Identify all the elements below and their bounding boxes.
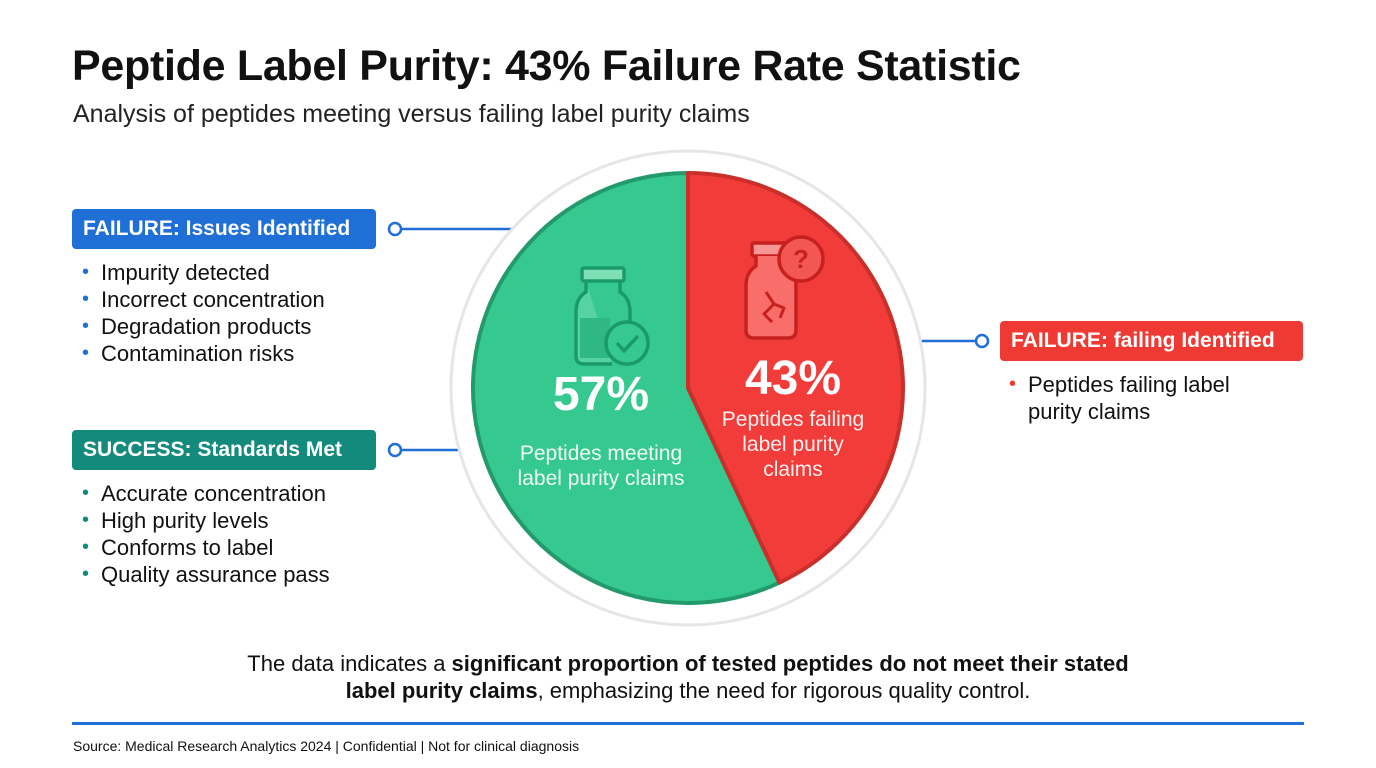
- conclusion-bold1: significant proportion of tested peptide…: [451, 651, 1129, 676]
- slice-category-label: Peptides failing: [722, 408, 864, 431]
- conclusion-part1: The data indicates a: [247, 651, 452, 676]
- slice-category-label: Peptides meeting: [520, 442, 682, 465]
- slice-value-label: 57%: [553, 368, 649, 421]
- conclusion-bold2: label purity claims: [345, 678, 538, 703]
- page-subtitle: Analysis of peptides meeting versus fail…: [73, 100, 750, 128]
- failure-issues-list: Impurity detected Incorrect concentratio…: [73, 259, 325, 367]
- pie-slice-meeting: [471, 171, 782, 605]
- conclusion-part2: , emphasizing the need for rigorous qual…: [537, 678, 1031, 703]
- cracked-vial-question-icon: ?: [744, 235, 825, 340]
- list-item: Contamination risks: [73, 340, 325, 367]
- success-connector-dot: [387, 442, 403, 458]
- failing-list: Peptides failing label purity claims: [1000, 371, 1278, 425]
- slice-category-label: claims: [763, 458, 823, 481]
- failure-connector-dot: [387, 221, 403, 237]
- list-item: Quality assurance pass: [73, 561, 330, 588]
- page-title: Peptide Label Purity: 43% Failure Rate S…: [72, 42, 1021, 90]
- footer-divider: [72, 722, 1304, 725]
- list-item: Incorrect concentration: [73, 286, 325, 313]
- svg-text:?: ?: [793, 244, 809, 274]
- success-standards-tag: SUCCESS: Standards Met: [72, 430, 376, 470]
- list-item: High purity levels: [73, 507, 330, 534]
- pie-slice-failing: [686, 171, 905, 585]
- conclusion-text: The data indicates a significant proport…: [188, 650, 1188, 704]
- source-note: Source: Medical Research Analytics 2024 …: [73, 738, 580, 754]
- list-item: Conforms to label: [73, 534, 330, 561]
- slice-category-label: label purity claims: [518, 467, 685, 490]
- list-item: Impurity detected: [73, 259, 325, 286]
- vial-check-icon: [574, 266, 650, 366]
- failure-failing-tag: FAILURE: failing Identified: [1000, 321, 1303, 361]
- list-item: Accurate concentration: [73, 480, 330, 507]
- failure-issues-tag: FAILURE: Issues Identified: [72, 209, 376, 249]
- list-item: Peptides failing label purity claims: [1000, 371, 1278, 425]
- slice-value-label: 43%: [745, 352, 841, 405]
- list-item: Degradation products: [73, 313, 325, 340]
- slice-category-label: label purity: [742, 433, 844, 456]
- failing-connector-dot: [974, 333, 990, 349]
- success-standards-list: Accurate concentration High purity level…: [73, 480, 330, 588]
